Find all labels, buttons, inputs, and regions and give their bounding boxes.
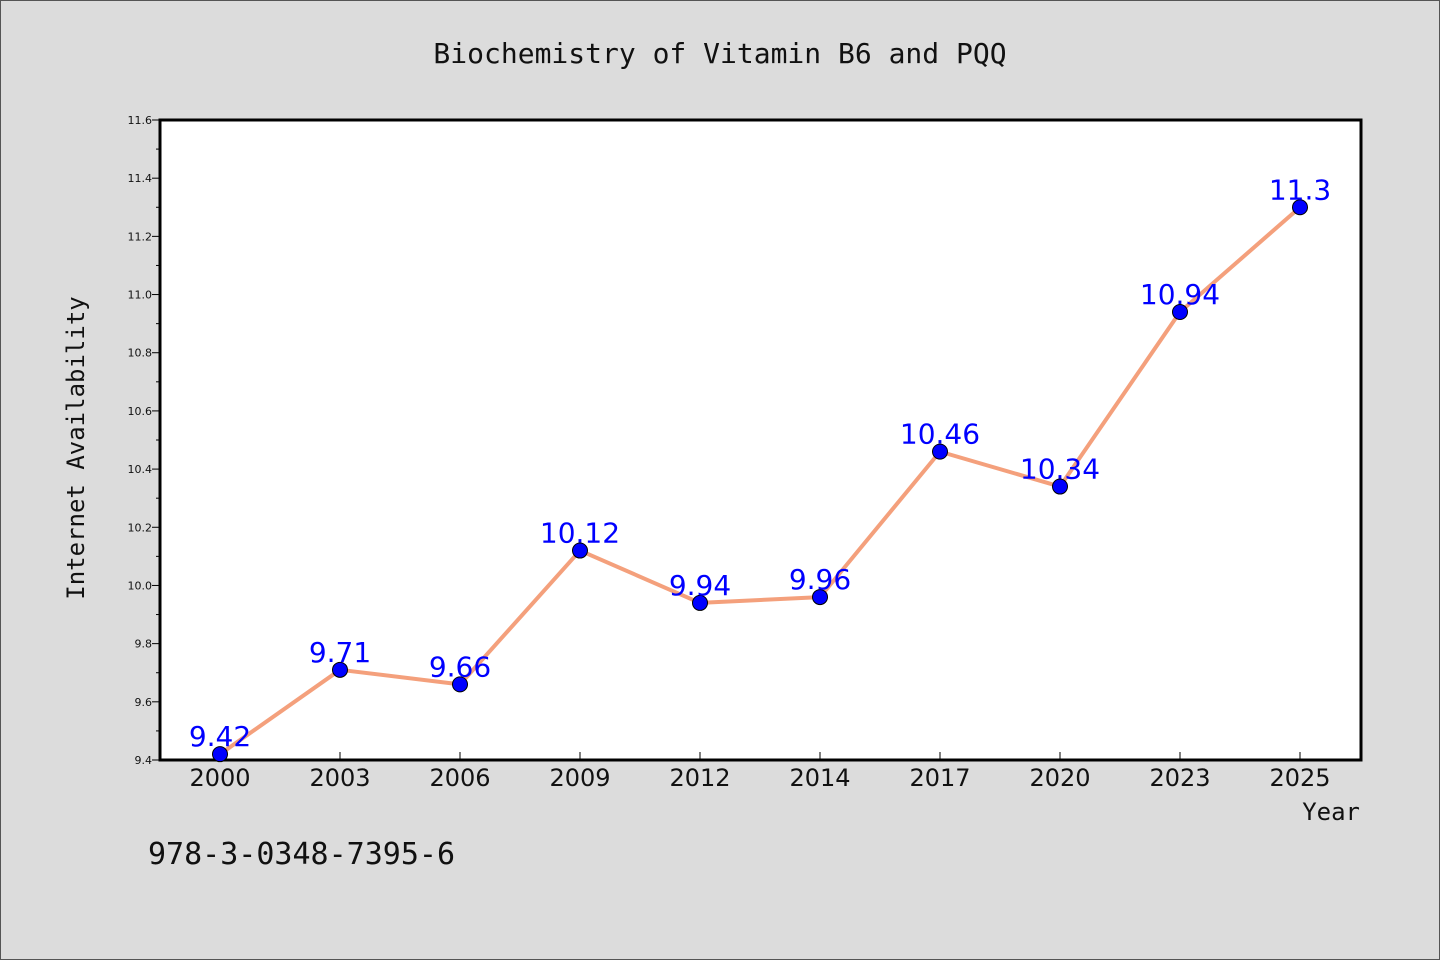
y-tick-label: 9.4	[135, 754, 153, 767]
x-tick-label: 2023	[1149, 764, 1210, 792]
x-tick-label: 2006	[429, 764, 490, 792]
y-tick-label: 10.4	[128, 463, 153, 476]
data-label: 9.96	[789, 563, 851, 596]
y-tick-label: 11.0	[128, 289, 153, 302]
data-label: 9.94	[669, 569, 731, 602]
x-tick-label: 2009	[549, 764, 610, 792]
data-point	[692, 594, 708, 611]
y-axis-label: Internet Availability	[62, 296, 90, 599]
y-tick-label: 9.8	[135, 638, 153, 651]
y-tick-label: 9.6	[135, 696, 153, 709]
data-label: 9.42	[189, 720, 251, 753]
data-label: 10.94	[1140, 278, 1220, 311]
data-label: 10.34	[1020, 453, 1100, 486]
x-tick-label: 2012	[669, 764, 730, 792]
y-tick-label: 10.6	[128, 405, 153, 418]
x-tick-label: 2020	[1029, 764, 1090, 792]
x-tick-label: 2000	[189, 764, 250, 792]
data-label: 9.66	[429, 650, 491, 683]
x-tick-label: 2014	[789, 764, 850, 792]
data-labels: 9.42 9.71 9.66 10.12 9.94 9.96 10.46 10.34 10.94…	[189, 173, 1331, 753]
series-layer	[212, 199, 1308, 763]
plot-area	[158, 118, 1363, 762]
x-tick-label: 2025	[1269, 764, 1330, 792]
data-point	[212, 746, 228, 763]
data-point	[1172, 304, 1188, 320]
y-tick-label: 11.2	[128, 230, 153, 243]
data-point	[332, 661, 348, 678]
x-axis-label: Year	[1302, 798, 1360, 826]
data-label: 10.46	[900, 418, 980, 451]
y-axis: 9.4 9.6 9.8 10.0 10.2 10.4 10.6 10.8 11.0 11.2 11.…	[128, 114, 160, 767]
y-tick-label: 11.6	[128, 114, 153, 127]
data-label: 10.12	[540, 517, 620, 550]
data-point	[812, 589, 828, 606]
data-point	[1052, 478, 1068, 495]
data-point	[572, 542, 588, 559]
y-tick-label: 11.4	[128, 172, 153, 185]
y-tick-label: 10.0	[128, 579, 153, 592]
y-tick-label: 10.8	[128, 347, 153, 360]
data-point	[452, 676, 468, 693]
x-axis: 2000 2003 2006 2009 2012 2014 2017 2020 2023 2025	[189, 752, 1331, 792]
chart-title: Biochemistry of Vitamin B6 and PQQ	[433, 37, 1006, 70]
x-tick-label: 2017	[909, 764, 970, 792]
y-tick-label: 10.2	[128, 521, 153, 534]
series-line	[218, 205, 1302, 757]
isbn-text: 978-3-0348-7395-6	[148, 837, 455, 872]
data-label: 11.3	[1269, 173, 1331, 206]
x-tick-label: 2003	[309, 764, 370, 792]
data-label: 9.71	[309, 636, 371, 669]
data-point	[932, 443, 948, 460]
data-point	[1292, 199, 1308, 216]
